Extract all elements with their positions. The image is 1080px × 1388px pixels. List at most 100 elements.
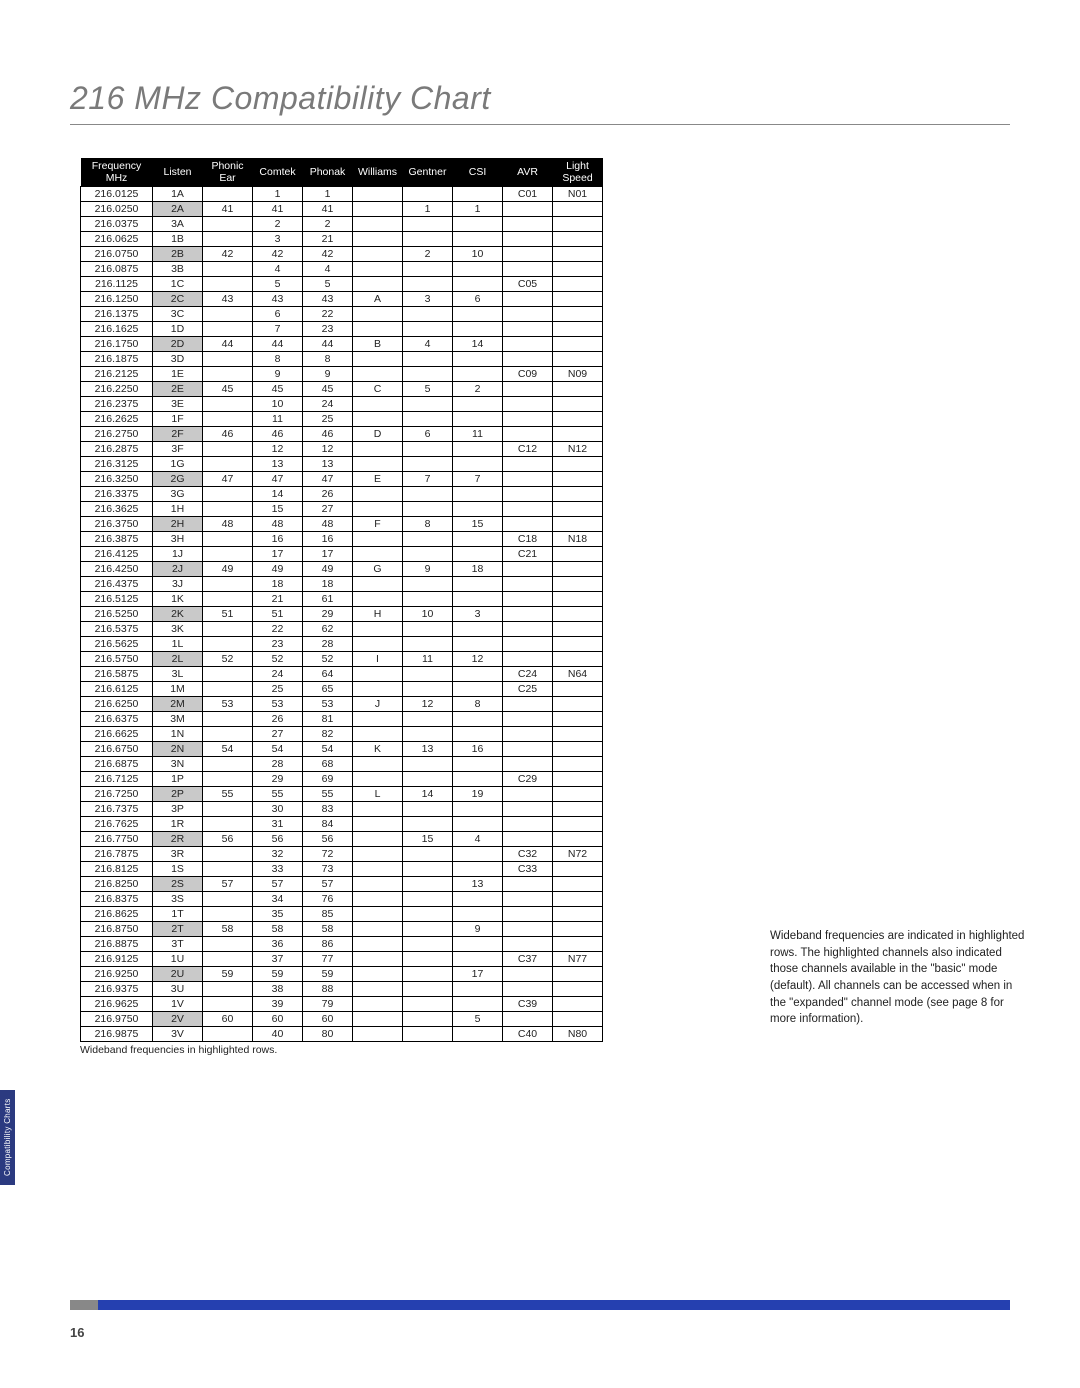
cell-freq: 216.3375 bbox=[81, 487, 153, 502]
cell-listen: 2J bbox=[153, 562, 203, 577]
cell-csi bbox=[453, 982, 503, 997]
cell-phonak: 54 bbox=[303, 742, 353, 757]
cell-phonic bbox=[203, 682, 253, 697]
table-row: 216.63753M2681 bbox=[81, 712, 603, 727]
cell-gentner bbox=[403, 817, 453, 832]
cell-freq: 216.6125 bbox=[81, 682, 153, 697]
cell-williams bbox=[353, 532, 403, 547]
table-row: 216.68753N2868 bbox=[81, 757, 603, 772]
cell-phonic bbox=[203, 277, 253, 292]
cell-comtek: 26 bbox=[253, 712, 303, 727]
table-row: 216.76251R3184 bbox=[81, 817, 603, 832]
cell-williams bbox=[353, 592, 403, 607]
cell-avr bbox=[503, 307, 553, 322]
cell-gentner: 2 bbox=[403, 247, 453, 262]
cell-avr: C21 bbox=[503, 547, 553, 562]
cell-avr bbox=[503, 877, 553, 892]
cell-gentner: 8 bbox=[403, 517, 453, 532]
cell-csi bbox=[453, 307, 503, 322]
table-row: 216.61251M2565C25 bbox=[81, 682, 603, 697]
cell-phonak: 8 bbox=[303, 352, 353, 367]
cell-phonic bbox=[203, 412, 253, 427]
cell-phonic bbox=[203, 307, 253, 322]
table-row: 216.53753K2262 bbox=[81, 622, 603, 637]
cell-gentner bbox=[403, 532, 453, 547]
cell-light bbox=[553, 247, 603, 262]
cell-freq: 216.0875 bbox=[81, 262, 153, 277]
cell-freq: 216.3250 bbox=[81, 472, 153, 487]
cell-freq: 216.8375 bbox=[81, 892, 153, 907]
cell-listen: 2C bbox=[153, 292, 203, 307]
cell-freq: 216.4125 bbox=[81, 547, 153, 562]
cell-phonak: 43 bbox=[303, 292, 353, 307]
cell-phonic bbox=[203, 727, 253, 742]
cell-freq: 216.6750 bbox=[81, 742, 153, 757]
cell-williams bbox=[353, 907, 403, 922]
side-note: Wideband frequencies are indicated in hi… bbox=[770, 928, 1030, 1028]
cell-phonic: 58 bbox=[203, 922, 253, 937]
cell-phonak: 22 bbox=[303, 307, 353, 322]
cell-freq: 216.1875 bbox=[81, 352, 153, 367]
cell-csi: 10 bbox=[453, 247, 503, 262]
cell-phonic bbox=[203, 487, 253, 502]
cell-williams bbox=[353, 322, 403, 337]
cell-phonak: 42 bbox=[303, 247, 353, 262]
cell-csi bbox=[453, 262, 503, 277]
cell-light bbox=[553, 817, 603, 832]
cell-gentner bbox=[403, 1027, 453, 1042]
cell-avr bbox=[503, 622, 553, 637]
cell-phonak: 76 bbox=[303, 892, 353, 907]
cell-listen: 1B bbox=[153, 232, 203, 247]
cell-williams: B bbox=[353, 337, 403, 352]
cell-freq: 216.0625 bbox=[81, 232, 153, 247]
cell-phonak: 48 bbox=[303, 517, 353, 532]
cell-phonic bbox=[203, 772, 253, 787]
cell-phonak: 77 bbox=[303, 952, 353, 967]
cell-gentner bbox=[403, 547, 453, 562]
table-row: 216.58753L2464C24N64 bbox=[81, 667, 603, 682]
cell-phonic bbox=[203, 892, 253, 907]
table-row: 216.08753B44 bbox=[81, 262, 603, 277]
cell-gentner bbox=[403, 502, 453, 517]
cell-light bbox=[553, 802, 603, 817]
cell-gentner bbox=[403, 892, 453, 907]
cell-listen: 2A bbox=[153, 202, 203, 217]
cell-light bbox=[553, 262, 603, 277]
cell-comtek: 16 bbox=[253, 532, 303, 547]
cell-comtek: 24 bbox=[253, 667, 303, 682]
cell-comtek: 41 bbox=[253, 202, 303, 217]
cell-avr bbox=[503, 922, 553, 937]
cell-light bbox=[553, 772, 603, 787]
page-number: 16 bbox=[70, 1325, 84, 1340]
cell-listen: 1N bbox=[153, 727, 203, 742]
cell-phonic: 55 bbox=[203, 787, 253, 802]
cell-comtek: 46 bbox=[253, 427, 303, 442]
cell-listen: 3K bbox=[153, 622, 203, 637]
cell-williams bbox=[353, 772, 403, 787]
compatibility-table: FrequencyMHzListenPhonicEarComtekPhonakW… bbox=[80, 158, 603, 1042]
cell-phonak: 88 bbox=[303, 982, 353, 997]
cell-listen: 3B bbox=[153, 262, 203, 277]
cell-phonak: 13 bbox=[303, 457, 353, 472]
cell-williams bbox=[353, 247, 403, 262]
cell-light bbox=[553, 862, 603, 877]
cell-avr bbox=[503, 472, 553, 487]
cell-freq: 216.9750 bbox=[81, 1012, 153, 1027]
cell-light bbox=[553, 232, 603, 247]
cell-phonic: 41 bbox=[203, 202, 253, 217]
cell-phonic bbox=[203, 997, 253, 1012]
cell-csi bbox=[453, 442, 503, 457]
cell-gentner bbox=[403, 457, 453, 472]
cell-avr: C29 bbox=[503, 772, 553, 787]
cell-csi: 5 bbox=[453, 1012, 503, 1027]
col-header-listen: Listen bbox=[153, 158, 203, 187]
cell-listen: 2R bbox=[153, 832, 203, 847]
cell-light bbox=[553, 577, 603, 592]
table-row: 216.67502N545454K1316 bbox=[81, 742, 603, 757]
cell-phonic bbox=[203, 802, 253, 817]
cell-light bbox=[553, 277, 603, 292]
cell-phonic bbox=[203, 232, 253, 247]
cell-avr bbox=[503, 262, 553, 277]
cell-avr: C33 bbox=[503, 862, 553, 877]
cell-gentner: 9 bbox=[403, 562, 453, 577]
